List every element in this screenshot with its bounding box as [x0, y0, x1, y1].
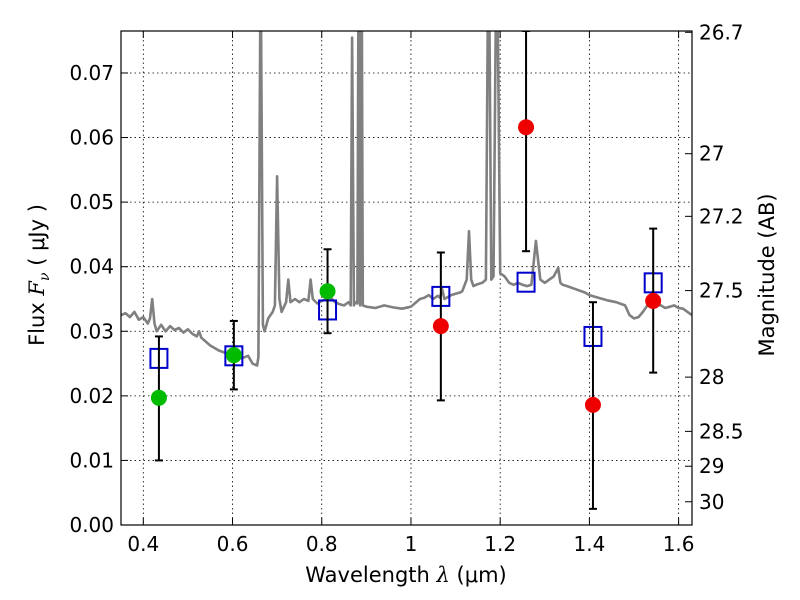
y2-tick-label: 28.5: [699, 419, 744, 443]
y2-tick-label: 30: [699, 490, 724, 514]
x-tick-label: 1.2: [484, 532, 516, 556]
y-tick-label: 0.06: [69, 126, 114, 150]
observed-point: [584, 396, 601, 413]
y-tick-label: 0.04: [69, 255, 114, 279]
x-axis-title: Wavelength λ (μm): [305, 563, 506, 587]
spectrum-line: [121, 31, 692, 367]
y-tick-label: 0.00: [69, 513, 114, 537]
y2-tick-label: 28: [699, 365, 724, 389]
model-point-square: [516, 271, 536, 293]
y2-tick-label: 27: [699, 142, 724, 166]
x-tick-label: 0.4: [127, 532, 159, 556]
y2-tick-label: 27.2: [699, 204, 744, 228]
x-tick-label: 0.6: [217, 532, 249, 556]
y-tick-label: 0.05: [69, 190, 114, 214]
observed-point: [518, 119, 535, 136]
y2-tick-label: 26.7: [699, 20, 744, 44]
grid: [121, 31, 692, 526]
plot-frame: [120, 30, 693, 526]
y2-tick-label: 29: [699, 454, 724, 478]
y-tick-label: 0.03: [69, 319, 114, 343]
x-tick-label: 0.8: [306, 532, 338, 556]
y-tick-label: 0.02: [69, 384, 114, 408]
y2-axis-title: Magnitude (AB): [755, 193, 779, 356]
y-tick-label: 0.01: [69, 448, 114, 472]
series-low-significance: [432, 31, 662, 510]
observed-point: [225, 347, 242, 364]
observed-point: [645, 292, 662, 309]
y-tick-label: 0.07: [69, 61, 114, 85]
x-tick-label: 1.6: [663, 532, 695, 556]
x-tick-label: 1: [405, 532, 418, 556]
observed-point: [150, 389, 167, 406]
x-tick-label: 1.4: [573, 532, 605, 556]
plot-area: [121, 31, 692, 510]
observed-point: [432, 318, 449, 335]
series-detections: [150, 248, 336, 462]
axis-ticks: 0.4 0.6 0.8 1 1.2 1.4 1.6 0.00 0.01 0.02 0.03 0.04 0…: [69, 20, 743, 556]
series-model-spectrum: [121, 31, 692, 367]
observed-point: [319, 283, 336, 300]
y2-tick-label: 27.5: [699, 279, 744, 303]
y-axis-title: Flux Fν ( μJy ): [25, 204, 53, 346]
